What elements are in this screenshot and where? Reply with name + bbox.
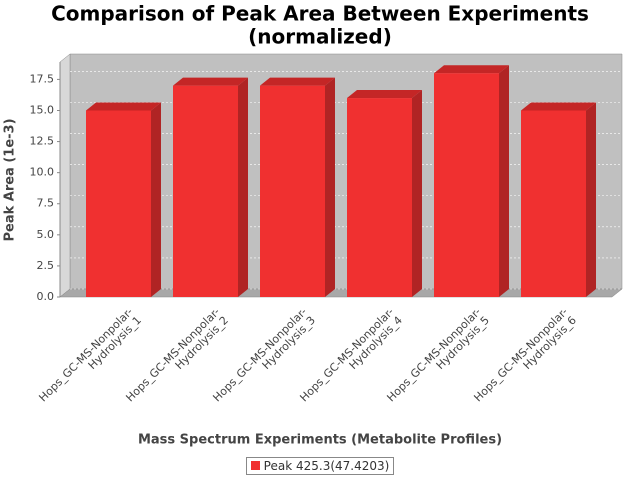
bar-top: [434, 65, 509, 74]
bar-top: [347, 90, 422, 99]
legend-swatch: [250, 461, 260, 470]
bar-side: [151, 102, 161, 297]
bar-side: [325, 77, 335, 298]
bar: [434, 73, 499, 297]
y-tick-label: 7.5: [37, 197, 55, 210]
bar-side: [412, 90, 422, 298]
bar: [260, 85, 325, 298]
chart-title: (normalized): [248, 25, 392, 49]
legend-box: Peak 425.3(47.4203): [245, 457, 395, 475]
y-tick-label: 10.0: [30, 166, 55, 179]
bar-top: [521, 102, 596, 111]
bar: [173, 85, 238, 298]
bar: [86, 110, 151, 297]
bar-top: [173, 77, 248, 86]
legend: Peak 425.3(47.4203): [0, 457, 640, 475]
y-tick-label: 0.0: [37, 290, 55, 303]
y-tick-label: 15.0: [30, 103, 55, 116]
bar-top: [86, 102, 161, 111]
chart-title: Comparison of Peak Area Between Experime…: [51, 2, 589, 26]
side-wall: [59, 53, 71, 298]
bar: [347, 98, 412, 298]
bar-side: [238, 77, 248, 298]
bar-side: [499, 65, 509, 297]
legend-label: Peak 425.3(47.4203): [263, 459, 390, 473]
x-axis-label: Mass Spectrum Experiments (Metabolite Pr…: [138, 433, 502, 448]
y-tick-label: 12.5: [30, 135, 55, 148]
bar-side: [586, 102, 596, 297]
y-axis-label: Peak Area (1e-3): [3, 118, 18, 241]
y-tick-label: 2.5: [37, 259, 55, 272]
bar: [521, 110, 586, 297]
y-tick-label: 17.5: [30, 72, 55, 85]
bar-top: [260, 77, 335, 86]
y-tick-label: 5.0: [37, 228, 55, 241]
